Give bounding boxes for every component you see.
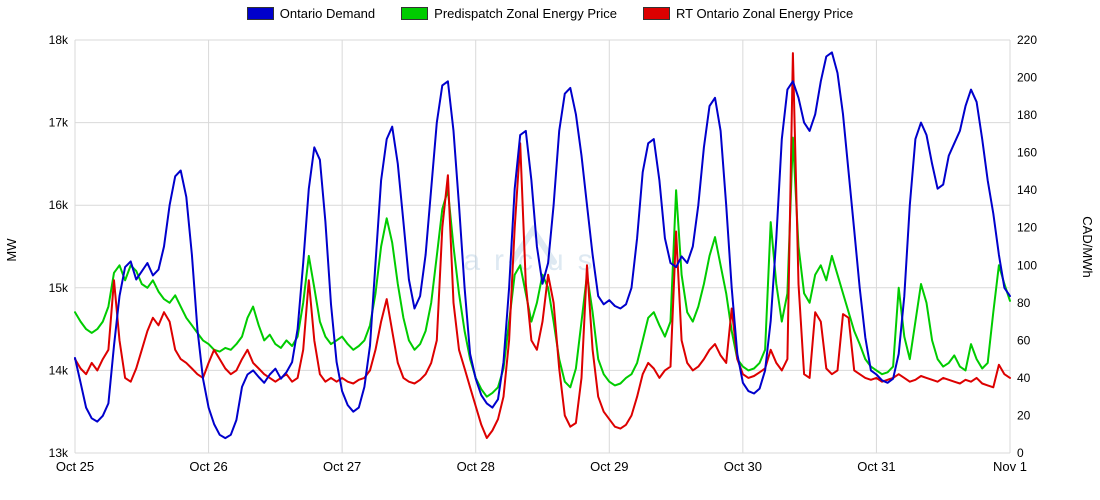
legend-swatch-ontario-demand — [246, 7, 274, 20]
predispatch-zonal-energy-price-line — [74, 136, 1011, 398]
right-axis-tick-label: 20 — [1017, 408, 1031, 422]
right-axis-tick-label: 220 — [1017, 33, 1037, 47]
left-axis-tick-label: 15k — [49, 281, 69, 295]
legend: Ontario Demand Predispatch Zonal Energy P… — [0, 6, 1100, 21]
ontario-demand-line — [74, 51, 1011, 440]
legend-swatch-predispatch-zonal-energy-price — [401, 7, 429, 20]
legend-item-ontario-demand[interactable]: Ontario Demand — [246, 6, 376, 21]
right-axis-tick-label: 100 — [1017, 258, 1037, 272]
right-axis-tick-label: 200 — [1017, 71, 1037, 85]
watermark: arcus — [463, 224, 606, 277]
series-layer — [74, 51, 1011, 440]
right-axis-tick-label: 160 — [1017, 146, 1037, 160]
legend-label: Predispatch Zonal Energy Price — [434, 6, 617, 21]
right-axis-tick-label: 60 — [1017, 333, 1031, 347]
x-axis-tick-label: Oct 29 — [590, 459, 628, 474]
left-axis-title: MW — [4, 238, 19, 262]
right-axis-tick-label: 0 — [1017, 446, 1024, 460]
legend-item-predispatch-zonal-energy-price[interactable]: Predispatch Zonal Energy Price — [401, 6, 617, 21]
legend-label: Ontario Demand — [279, 6, 376, 21]
watermark-text: arcus — [463, 244, 606, 277]
left-axis-tick-label: 16k — [49, 198, 69, 212]
left-axis-tick-label: 17k — [49, 116, 69, 130]
left-axis-tick-label: 18k — [49, 33, 69, 47]
x-axis-tick-label: Nov 1 — [993, 459, 1027, 474]
legend-label: RT Ontario Zonal Energy Price — [675, 6, 854, 21]
watermark-logo-icon — [509, 224, 557, 265]
right-axis-tick-label: 140 — [1017, 183, 1037, 197]
right-axis-tick-label: 40 — [1017, 371, 1031, 385]
right-axis-title: CAD/MWh — [1080, 216, 1095, 277]
x-axis-tick-label: Oct 28 — [457, 459, 495, 474]
x-axis-tick-label: Oct 30 — [724, 459, 762, 474]
right-axis-tick-label: 180 — [1017, 108, 1037, 122]
x-axis-tick-label: Oct 27 — [323, 459, 361, 474]
x-axis-tick-label: Oct 26 — [189, 459, 227, 474]
right-axis-tick-label: 80 — [1017, 296, 1031, 310]
legend-swatch-rt-ontario-zonal-energy-price — [642, 7, 670, 20]
rt-ontario-zonal-energy-price-line — [74, 52, 1011, 439]
x-axis-tick-label: Oct 25 — [56, 459, 94, 474]
left-axis-tick-label: 14k — [49, 363, 69, 377]
x-axis-tick-label: Oct 31 — [857, 459, 895, 474]
legend-item-rt-ontario-zonal-energy-price[interactable]: RT Ontario Zonal Energy Price — [642, 6, 854, 21]
right-axis-tick-label: 120 — [1017, 221, 1037, 235]
axes-layer: Oct 25 Oct 26 Oct 27 Oct 28 Oct 29 Oct 30 Oct … — [49, 33, 1038, 474]
left-axis-tick-label: 13k — [49, 446, 69, 460]
